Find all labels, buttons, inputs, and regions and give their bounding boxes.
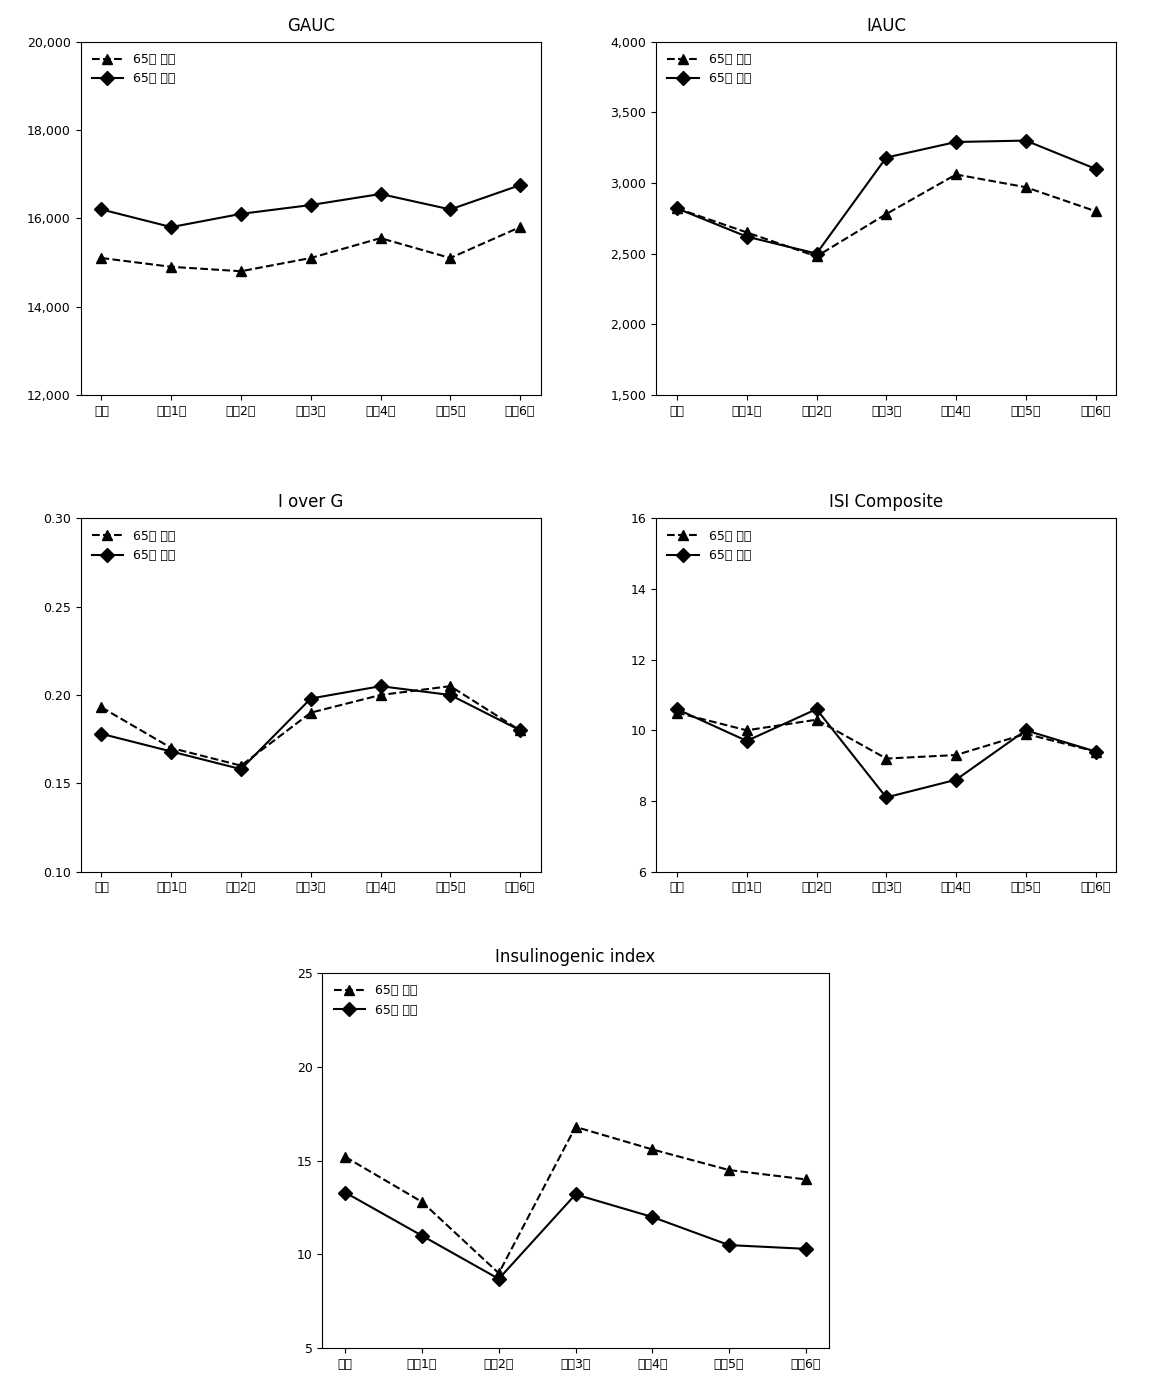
65세 이상 <box>94 202 108 218</box>
65세 이상 <box>234 760 247 777</box>
Line: 65세 미만: 65세 미만 <box>341 1122 810 1277</box>
65세 이상 <box>809 245 823 261</box>
Legend: 65세 미만, 65세 이상: 65세 미만, 65세 이상 <box>86 524 181 567</box>
Title: GAUC: GAUC <box>287 17 335 35</box>
65세 이상 <box>740 228 754 245</box>
65세 이상 <box>950 133 963 150</box>
65세 이상 <box>338 1184 352 1201</box>
65세 미만 <box>950 746 963 763</box>
65세 미만 <box>94 250 108 267</box>
65세 미만 <box>670 200 684 217</box>
Title: I over G: I over G <box>279 493 343 512</box>
65세 이상 <box>670 200 684 217</box>
65세 이상 <box>950 771 963 788</box>
65세 미만 <box>740 721 754 738</box>
65세 미만 <box>1089 203 1103 220</box>
65세 미만 <box>646 1141 660 1158</box>
Title: IAUC: IAUC <box>867 17 906 35</box>
65세 미만 <box>165 259 178 275</box>
65세 이상 <box>165 744 178 760</box>
65세 미만 <box>304 250 318 267</box>
Line: 65세 이상: 65세 이상 <box>97 681 525 774</box>
Line: 65세 이상: 65세 이상 <box>97 181 525 232</box>
65세 미만 <box>569 1119 582 1136</box>
Line: 65세 미만: 65세 미만 <box>672 170 1100 261</box>
65세 미만 <box>740 224 754 240</box>
Legend: 65세 미만, 65세 이상: 65세 미만, 65세 이상 <box>86 47 181 90</box>
Line: 65세 미만: 65세 미만 <box>97 681 525 770</box>
65세 미만 <box>234 263 247 279</box>
Line: 65세 이상: 65세 이상 <box>341 1187 810 1284</box>
65세 미만 <box>338 1148 352 1165</box>
Legend: 65세 미만, 65세 이상: 65세 미만, 65세 이상 <box>662 524 756 567</box>
65세 미만 <box>809 712 823 728</box>
65세 미만 <box>234 758 247 774</box>
65세 이상 <box>799 1240 813 1257</box>
65세 이상 <box>670 701 684 717</box>
Title: ISI Composite: ISI Composite <box>829 493 944 512</box>
65세 미만 <box>879 206 893 222</box>
65세 이상 <box>304 691 318 708</box>
65세 이상 <box>646 1208 660 1226</box>
65세 이상 <box>491 1270 505 1287</box>
65세 미만 <box>374 229 388 246</box>
65세 이상 <box>1089 744 1103 760</box>
65세 이상 <box>879 149 893 165</box>
65세 이상 <box>94 726 108 742</box>
65세 이상 <box>234 206 247 222</box>
65세 미만 <box>491 1265 505 1282</box>
65세 미만 <box>443 250 457 267</box>
65세 미만 <box>513 218 527 235</box>
65세 이상 <box>809 701 823 717</box>
65세 이상 <box>1019 132 1032 149</box>
Line: 65세 미만: 65세 미만 <box>672 708 1100 763</box>
65세 이상 <box>879 790 893 806</box>
65세 미만 <box>722 1162 735 1179</box>
65세 미만 <box>1019 726 1032 742</box>
Line: 65세 미만: 65세 미만 <box>97 222 525 277</box>
65세 미만 <box>1089 744 1103 760</box>
65세 미만 <box>1019 179 1032 196</box>
65세 미만 <box>950 167 963 183</box>
65세 이상 <box>416 1227 429 1244</box>
65세 미만 <box>443 678 457 695</box>
65세 미만 <box>416 1194 429 1211</box>
65세 이상 <box>722 1237 735 1254</box>
65세 이상 <box>513 721 527 738</box>
65세 미만 <box>374 687 388 703</box>
Line: 65세 이상: 65세 이상 <box>672 136 1100 259</box>
65세 이상 <box>513 177 527 193</box>
65세 미만 <box>304 705 318 721</box>
65세 이상 <box>304 197 318 214</box>
65세 이상 <box>1089 160 1103 177</box>
Legend: 65세 미만, 65세 이상: 65세 미만, 65세 이상 <box>328 979 422 1022</box>
65세 미만 <box>513 721 527 738</box>
65세 이상 <box>374 678 388 695</box>
65세 이상 <box>740 733 754 749</box>
65세 이상 <box>374 186 388 203</box>
65세 미만 <box>809 247 823 264</box>
65세 미만 <box>670 705 684 721</box>
65세 이상 <box>1019 721 1032 738</box>
65세 미만 <box>879 751 893 767</box>
65세 미만 <box>94 699 108 716</box>
65세 이상 <box>165 218 178 235</box>
65세 미만 <box>799 1170 813 1187</box>
Legend: 65세 미만, 65세 이상: 65세 미만, 65세 이상 <box>662 47 756 90</box>
65세 이상 <box>443 202 457 218</box>
65세 이상 <box>569 1186 582 1202</box>
Line: 65세 이상: 65세 이상 <box>672 705 1100 802</box>
Title: Insulinogenic index: Insulinogenic index <box>495 948 656 966</box>
65세 미만 <box>165 739 178 756</box>
65세 이상 <box>443 687 457 703</box>
